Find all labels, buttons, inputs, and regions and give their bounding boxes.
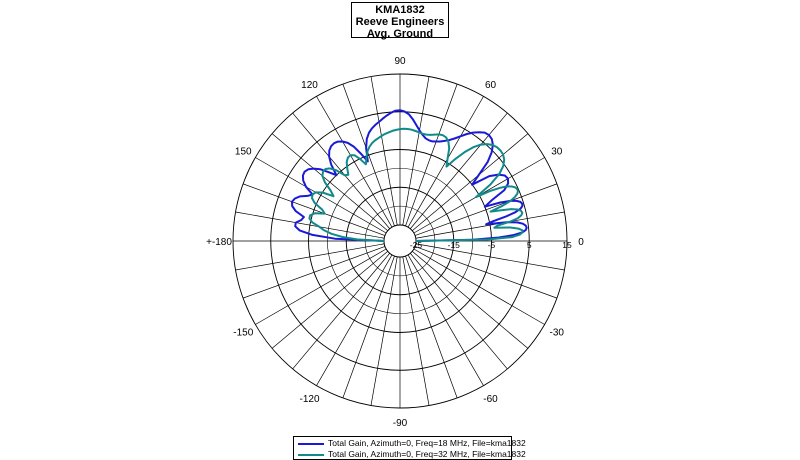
grid-ring <box>308 149 492 333</box>
angle-label: 30 <box>551 147 563 158</box>
chart-title-line-2: Reeve Engineers <box>355 16 445 28</box>
radial-tick-label: 5 <box>527 240 532 250</box>
angle-label: 120 <box>301 80 318 91</box>
chart-title-line-3: Avg. Ground <box>366 28 434 40</box>
legend-entry-18mhz: Total Gain, Azimuth=0, Freq=18 MHz, File… <box>294 438 526 448</box>
angle-label: +-180 <box>206 237 232 248</box>
legend-entry-32mhz: Total Gain, Azimuth=0, Freq=32 MHz, File… <box>294 449 526 459</box>
radial-tick-label: -5 <box>488 240 496 250</box>
pattern-curves <box>291 109 528 242</box>
angle-label: 60 <box>485 80 497 91</box>
radial-tick-label: -25 <box>410 240 423 250</box>
legend-swatch-32mhz <box>298 454 324 456</box>
angle-label: -90 <box>393 418 408 429</box>
legend: Total Gain, Azimuth=0, Freq=18 MHz, File… <box>293 436 526 460</box>
angle-label: -60 <box>483 394 498 405</box>
angle-label: -120 <box>299 394 319 405</box>
chart-title-line-1: KMA1832 <box>375 4 425 16</box>
polar-grid <box>232 73 568 409</box>
pattern-curve <box>308 127 524 242</box>
grid-ring <box>270 111 530 371</box>
radial-tick-label: 15 <box>562 240 572 250</box>
chart-title-box: KMA1832 Reeve Engineers Avg. Ground <box>351 2 449 40</box>
angle-label: 0 <box>578 237 584 248</box>
angle-label: 150 <box>235 147 252 158</box>
polar-labels: -25 -15 -5 5 15 0306090120150+-180-150-120-90… <box>206 56 584 429</box>
legend-label-18mhz: Total Gain, Azimuth=0, Freq=18 MHz, File… <box>328 438 526 448</box>
legend-swatch-18mhz <box>298 443 324 445</box>
angle-label: -30 <box>550 328 565 339</box>
grid-ring <box>232 73 568 409</box>
legend-label-32mhz: Total Gain, Azimuth=0, Freq=32 MHz, File… <box>328 449 526 459</box>
angle-label: -150 <box>233 328 253 339</box>
angle-label: 90 <box>394 56 406 67</box>
grid-ring-minor <box>327 168 473 314</box>
radial-tick-label: -15 <box>448 240 461 250</box>
